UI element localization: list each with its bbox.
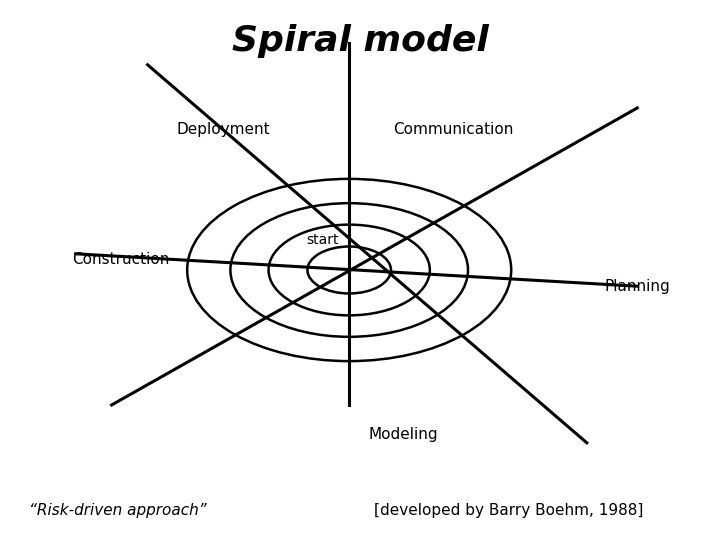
Text: “Risk-driven approach”: “Risk-driven approach”	[29, 503, 207, 518]
Text: Planning: Planning	[605, 279, 670, 294]
Text: [developed by Barry Boehm, 1988]: [developed by Barry Boehm, 1988]	[374, 503, 644, 518]
Text: Communication: Communication	[393, 122, 514, 137]
Text: start: start	[306, 233, 338, 247]
Text: Modeling: Modeling	[369, 427, 438, 442]
Text: Deployment: Deployment	[176, 122, 270, 137]
Text: Construction: Construction	[72, 252, 169, 267]
Text: Spiral model: Spiral model	[232, 24, 488, 57]
